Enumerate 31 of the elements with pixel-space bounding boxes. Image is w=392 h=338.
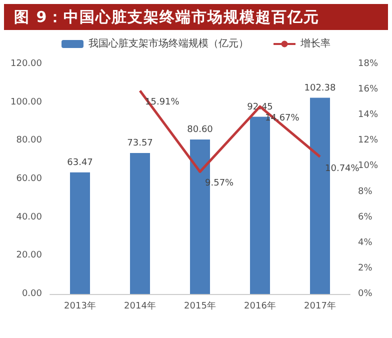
x-tick-label: 2013年 xyxy=(64,300,96,312)
y-tick-label: 40.00 xyxy=(16,212,42,222)
y2-tick-label: 8% xyxy=(358,186,373,197)
y2-tick-label: 18% xyxy=(358,59,378,69)
bar xyxy=(70,172,90,294)
y2-tick-label: 16% xyxy=(358,84,378,95)
y2-tick-label: 0% xyxy=(358,289,373,299)
y2-tick-label: 14% xyxy=(358,110,378,120)
y-tick-label: 0.00 xyxy=(22,289,42,299)
x-tick-label: 2014年 xyxy=(124,300,156,312)
data-label: 63.47 xyxy=(67,158,93,168)
y-tick-label: 100.00 xyxy=(10,97,42,108)
legend-label: 增长率 xyxy=(300,38,330,50)
y2-tick-label: 4% xyxy=(358,238,373,248)
x-tick-label: 2015年 xyxy=(184,300,216,312)
y2-tick-label: 2% xyxy=(358,263,373,274)
bar xyxy=(130,152,150,294)
x-tick-label: 2016年 xyxy=(244,300,276,312)
data-label: 73.57 xyxy=(127,138,153,148)
legend-label: 我国心脏支架市场终端规模（亿元） xyxy=(88,38,248,50)
chart-title: 图 9：中国心脏支架终端市场规模超百亿元 xyxy=(4,4,388,30)
y-tick-label: 60.00 xyxy=(16,174,42,184)
data-label: 102.38 xyxy=(304,83,336,94)
y2-tick-label: 12% xyxy=(358,136,378,146)
y-tick-label: 120.00 xyxy=(10,59,42,69)
data-label: 80.60 xyxy=(187,125,214,136)
y-tick-label: 80.00 xyxy=(16,136,42,146)
y2-tick-label: 10% xyxy=(358,161,378,172)
y2-tick-label: 6% xyxy=(358,212,373,222)
y-tick-label: 20.00 xyxy=(16,250,42,261)
x-tick-label: 2017年 xyxy=(304,300,336,312)
